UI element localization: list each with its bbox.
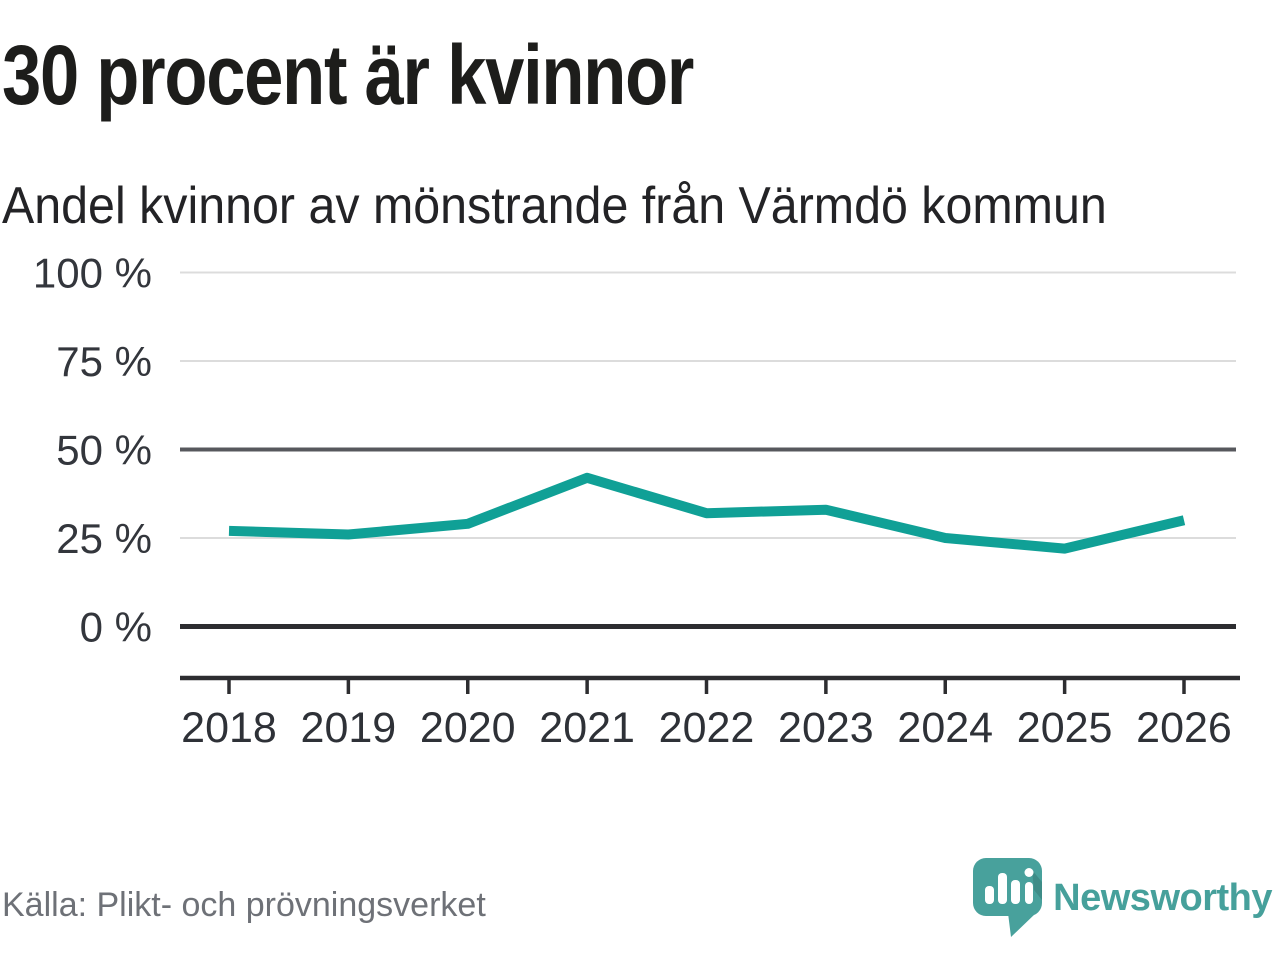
- chart-title: 30 procent är kvinnor: [2, 28, 694, 122]
- x-tick-label-2020: 2020: [420, 704, 516, 752]
- gridlines: [180, 271, 1236, 629]
- y-tick-label-0: 0 %: [80, 604, 152, 651]
- y-tick-label-50: 50 %: [56, 427, 152, 474]
- chart-subtitle: Andel kvinnor av mönstrande från Värmdö …: [2, 177, 1107, 235]
- x-axis-tick-labels: 2018 2019 2020 2021 2022 2023 2024 2025 2026: [181, 704, 1232, 752]
- y-axis-tick-labels: 0 % 25 % 50 % 75 % 100 %: [33, 250, 152, 651]
- x-tick-label-2025: 2025: [1017, 704, 1113, 752]
- x-tick-label-2023: 2023: [778, 704, 874, 752]
- x-tick-label-2022: 2022: [659, 704, 755, 752]
- x-tick-label-2026: 2026: [1136, 704, 1232, 752]
- data-series-line: [228, 472, 1186, 554]
- logo-bubble-tail: [1008, 913, 1037, 937]
- x-axis: [180, 675, 1240, 694]
- y-tick-label-75: 75 %: [56, 338, 152, 385]
- x-tick-label-2021: 2021: [539, 704, 635, 752]
- logo-exclamation-bar: [1025, 882, 1034, 904]
- logo-exclamation-dot: [1024, 868, 1034, 877]
- x-tick-label-2019: 2019: [301, 704, 397, 752]
- y-tick-label-25: 25 %: [56, 515, 152, 562]
- logo-bar-1: [985, 886, 995, 904]
- newsworthy-branding: Newsworthy: [973, 858, 1272, 938]
- logo-bar-3: [1011, 880, 1021, 904]
- y-tick-label-100: 100 %: [33, 250, 152, 297]
- newsworthy-logo-text: Newsworthy: [1053, 877, 1272, 919]
- series-line: [228, 472, 1186, 554]
- logo-shadow: [1032, 870, 1043, 900]
- newsworthy-logo-icon: [973, 858, 1043, 937]
- x-tick-label-2018: 2018: [181, 704, 277, 752]
- logo-bar-2: [998, 873, 1008, 904]
- source-note: Källa: Plikt- och prövningsverket: [2, 886, 486, 924]
- x-tick-label-2024: 2024: [897, 704, 993, 752]
